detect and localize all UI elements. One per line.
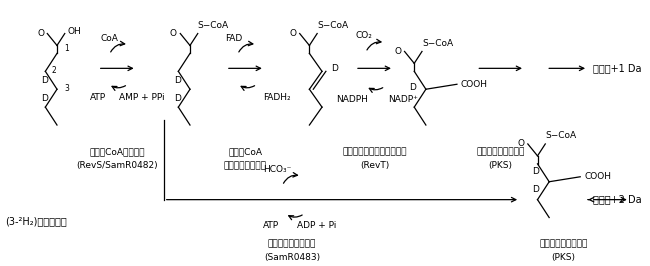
- Text: COOH: COOH: [461, 80, 488, 89]
- Text: NADP⁺: NADP⁺: [389, 95, 419, 104]
- Text: S−CoA: S−CoA: [545, 131, 577, 140]
- Text: HCO₃⁻: HCO₃⁻: [263, 165, 292, 174]
- Text: S−CoA: S−CoA: [198, 21, 229, 30]
- Text: D: D: [532, 167, 539, 176]
- Text: ATP: ATP: [263, 221, 279, 230]
- Text: カルボキシル化酵素: カルボキシル化酵素: [268, 239, 316, 248]
- Text: デヒドロゲナーゼ: デヒドロゲナーゼ: [224, 161, 266, 170]
- Text: 2: 2: [52, 66, 57, 75]
- Text: ADP + Pi: ADP + Pi: [296, 221, 336, 230]
- Text: ポリケチド合成酵素: ポリケチド合成酵素: [476, 147, 525, 156]
- Text: D: D: [174, 94, 181, 103]
- Text: O: O: [289, 29, 296, 38]
- Text: 還元・カルボキシル化酵素: 還元・カルボキシル化酵素: [342, 147, 407, 156]
- Text: S−CoA: S−CoA: [422, 39, 453, 48]
- Text: O: O: [38, 29, 45, 38]
- Text: アシルCoA: アシルCoA: [228, 147, 263, 156]
- Text: 分子量+1 Da: 分子量+1 Da: [593, 63, 642, 73]
- Text: (RevT): (RevT): [360, 161, 389, 170]
- Text: NADPH: NADPH: [336, 95, 368, 104]
- Text: (PKS): (PKS): [489, 161, 513, 170]
- Text: アシルCoAリガーゼ: アシルCoAリガーゼ: [90, 147, 145, 156]
- Text: 1: 1: [64, 44, 69, 53]
- Text: D: D: [409, 83, 416, 92]
- Text: D: D: [532, 185, 539, 194]
- Text: O: O: [517, 139, 525, 148]
- Text: CO₂: CO₂: [356, 31, 372, 40]
- Text: S−CoA: S−CoA: [317, 21, 348, 30]
- Text: (RevS/SamR0482): (RevS/SamR0482): [76, 161, 158, 170]
- Text: CoA: CoA: [101, 34, 118, 43]
- Text: D: D: [41, 94, 48, 103]
- Text: FAD: FAD: [225, 34, 242, 43]
- Text: 3: 3: [64, 84, 69, 93]
- Text: D: D: [174, 76, 181, 85]
- Text: FADH₂: FADH₂: [263, 93, 291, 102]
- Text: 分子量+2 Da: 分子量+2 Da: [593, 195, 642, 205]
- Text: D: D: [332, 64, 338, 73]
- Text: O: O: [395, 47, 401, 56]
- Text: (PKS): (PKS): [552, 253, 576, 262]
- Text: AMP + PPi: AMP + PPi: [119, 93, 164, 102]
- Text: (3-²H₂)ヘプタン酸: (3-²H₂)ヘプタン酸: [6, 217, 68, 227]
- Text: D: D: [41, 76, 48, 85]
- Text: OH: OH: [68, 27, 81, 36]
- Text: ATP: ATP: [90, 93, 106, 102]
- Text: (SamR0483): (SamR0483): [264, 253, 320, 262]
- Text: ポリケチド合成酵素: ポリケチド合成酵素: [540, 239, 588, 248]
- Text: O: O: [170, 29, 177, 38]
- Text: COOH: COOH: [584, 172, 611, 181]
